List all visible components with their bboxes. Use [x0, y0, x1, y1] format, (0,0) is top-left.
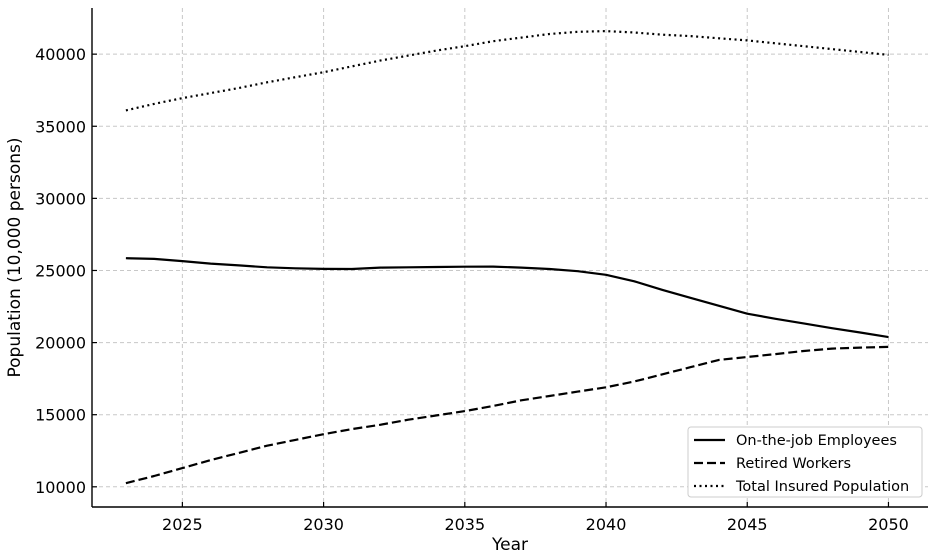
legend-label: Total Insured Population — [735, 479, 909, 495]
legend-items: On-the-job Employees Retired Workers Total… — [694, 433, 909, 495]
series-lines — [125, 30, 889, 485]
y-tick-label: 40000 — [35, 45, 86, 64]
x-tick-label: 2035 — [444, 515, 485, 534]
x-tick-label: 2030 — [303, 515, 344, 534]
series-line-1 — [125, 257, 889, 339]
y-tick-label: 20000 — [35, 334, 86, 353]
y-tick-label: 25000 — [35, 261, 86, 280]
y-tick-label: 10000 — [35, 478, 86, 497]
x-tick-label: 2045 — [727, 515, 768, 534]
y-axis-ticks: 10000 15000 20000 25000 30000 35000 40000 — [35, 45, 97, 497]
legend-box — [687, 426, 923, 498]
series-line-2 — [125, 345, 889, 485]
series-line-3 — [125, 30, 889, 112]
x-tick-label: 2050 — [868, 515, 909, 534]
axes — [91, 8, 928, 508]
x-tick-label: 2025 — [162, 515, 203, 534]
x-tick-label: 2040 — [586, 515, 627, 534]
y-tick-label: 15000 — [35, 406, 86, 425]
legend-label: On-the-job Employees — [736, 433, 897, 449]
x-axis-ticks: 2025 2030 2035 2040 2045 2050 — [162, 502, 909, 534]
legend: On-the-job Employees Retired Workers Total… — [687, 426, 923, 498]
y-tick-label: 35000 — [35, 117, 86, 136]
x-axis-title: Year — [491, 535, 528, 555]
y-axis-title: Population (10,000 persons) — [5, 137, 25, 377]
legend-label: Retired Workers — [736, 456, 851, 472]
y-tick-label: 30000 — [35, 189, 86, 208]
